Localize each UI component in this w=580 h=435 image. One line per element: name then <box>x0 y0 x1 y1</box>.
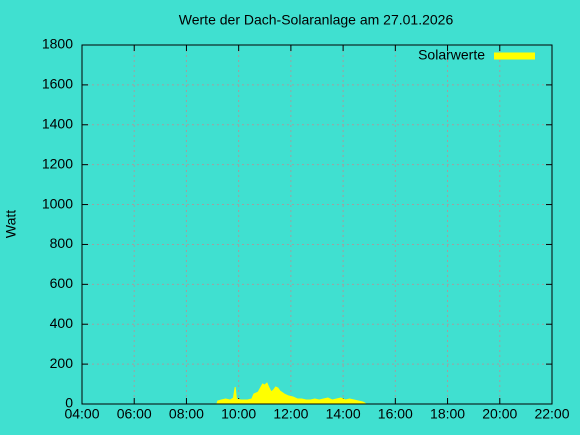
x-tick-label: 08:00 <box>169 406 204 422</box>
x-tick-label: 16:00 <box>378 406 413 422</box>
y-tick-label: 600 <box>50 275 74 291</box>
y-tick-label: 200 <box>50 355 74 371</box>
x-tick-label: 22:00 <box>534 406 569 422</box>
y-tick-label: 800 <box>50 235 74 251</box>
y-tick-label: 1000 <box>42 195 73 211</box>
x-tick-label: 20:00 <box>482 406 517 422</box>
y-tick-label: 1600 <box>42 76 73 92</box>
y-tick-label: 0 <box>65 395 73 411</box>
y-tick-label: 400 <box>50 315 74 331</box>
y-tick-label: 1800 <box>42 36 73 52</box>
y-tick-label: 1200 <box>42 155 73 171</box>
x-tick-label: 04:00 <box>64 406 99 422</box>
plot-border <box>81 44 553 405</box>
legend-label: Solarwerte <box>418 47 485 63</box>
x-tick-label: 10:00 <box>221 406 256 422</box>
legend-swatch <box>494 52 535 60</box>
area <box>216 382 367 405</box>
x-tick-label: 14:00 <box>326 406 361 422</box>
x-tick-label: 12:00 <box>273 406 308 422</box>
y-axis-label: Watt <box>3 210 19 238</box>
x-tick-label: 18:00 <box>430 406 465 422</box>
y-tick-label: 1400 <box>42 115 73 131</box>
x-tick-label: 06:00 <box>117 406 152 422</box>
chart-title: Werte der Dach-Solaranlage am 27.01.2026 <box>179 12 454 28</box>
